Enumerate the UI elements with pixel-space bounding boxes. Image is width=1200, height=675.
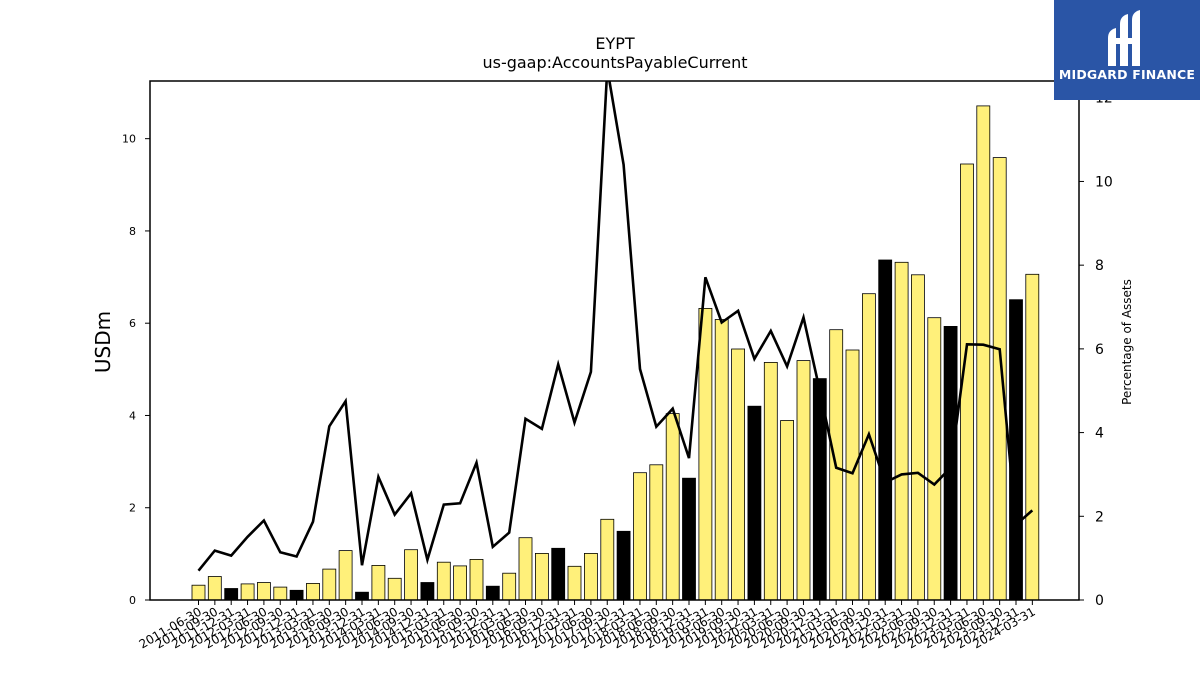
y-axis: 0 2 4 6 8 10 [122, 133, 150, 607]
line-series [197, 81, 1034, 572]
y2-axis: 024681012 [1079, 91, 1113, 609]
bar-2012-12-31 [289, 589, 304, 601]
y2-tick-label: 10 [1095, 174, 1113, 190]
bar-2011-06-30 [191, 584, 206, 601]
bar-2023-09-30 [992, 157, 1007, 601]
bar-2019-12-31 [747, 405, 762, 601]
bar-2023-06-30 [976, 105, 991, 601]
bar-2012-09-30 [273, 586, 288, 601]
bar-2016-03-31 [502, 572, 517, 601]
bar-2014-12-31 [420, 582, 435, 601]
bar-2016-12-31 [551, 547, 566, 601]
chart-title: EYPT [595, 34, 635, 53]
bar-2014-06-30 [387, 577, 402, 601]
bar-2020-03-31 [763, 361, 778, 601]
plot-frame [149, 80, 1080, 601]
chart-subtitle: us-gaap:AccountsPayableCurrent [482, 53, 747, 72]
bar-2015-09-30 [469, 559, 484, 601]
midgard-logo-icon [1108, 10, 1140, 66]
y2-tick-label: 2 [1095, 509, 1104, 525]
bar-2019-06-30 [714, 319, 729, 601]
bar-2017-03-31 [567, 565, 582, 601]
bar-2013-12-31 [355, 591, 369, 601]
y-tick-label: 6 [129, 317, 136, 330]
y-tick-label: 4 [129, 409, 136, 422]
bar-2018-09-30 [665, 413, 680, 601]
bar-2013-03-31 [306, 583, 320, 601]
bar-2022-09-30 [927, 317, 942, 601]
y-tick-label: 0 [129, 594, 136, 607]
bar-2014-03-31 [371, 565, 386, 601]
y2-tick-label: 8 [1095, 258, 1104, 274]
y2-tick-label: 0 [1095, 593, 1104, 609]
bar-2017-12-31 [616, 530, 631, 601]
midgard-logo: MIDGARD FINANCE [1054, 0, 1200, 100]
bar-2015-03-31 [436, 561, 451, 601]
bar-2015-06-30 [453, 565, 468, 601]
bar-2011-09-30 [207, 576, 222, 601]
y-tick-label: 2 [129, 502, 136, 515]
percentage-of-assets-line [197, 81, 1034, 572]
bar-2020-06-30 [780, 420, 794, 601]
bar-2013-06-30 [322, 568, 337, 601]
bar-2016-09-30 [535, 553, 549, 601]
bar-2019-03-31 [698, 307, 713, 601]
logo-text: MIDGARD FINANCE [1058, 67, 1196, 82]
bar-2017-06-30 [584, 553, 598, 601]
bar-2022-06-30 [911, 274, 925, 601]
bar-2011-12-31 [224, 588, 239, 601]
y2-tick-label: 6 [1095, 342, 1104, 358]
y2-tick-label: 4 [1095, 426, 1104, 442]
bar-2017-09-30 [600, 518, 615, 601]
bar-series [191, 105, 1040, 601]
bar-2024-03-31 [1025, 273, 1040, 601]
x-axis: 2011-06-302011-09-302011-12-312012-03-31… [137, 600, 1038, 651]
bar-2014-09-30 [404, 549, 419, 601]
bar-2015-12-31 [485, 585, 500, 601]
bar-2018-03-31 [633, 472, 647, 601]
bar-2013-09-30 [338, 550, 353, 601]
bar-2020-09-30 [796, 360, 811, 601]
bar-2021-06-30 [845, 349, 860, 601]
bar-2012-03-31 [240, 583, 255, 601]
y-axis-label: USDm [91, 311, 115, 373]
bar-2018-06-30 [649, 464, 664, 601]
y2-axis-label: Percentage of Assets [1120, 279, 1134, 405]
y-tick-label: 10 [122, 133, 136, 146]
bar-2021-12-31 [878, 259, 893, 601]
bar-2023-12-31 [1009, 299, 1023, 601]
bar-2016-06-30 [518, 537, 533, 601]
bar-2022-03-31 [894, 261, 909, 601]
bar-2019-09-30 [731, 348, 745, 601]
bar-2012-06-30 [256, 582, 271, 601]
bar-2018-12-31 [682, 477, 696, 601]
y-tick-label: 8 [129, 225, 136, 238]
